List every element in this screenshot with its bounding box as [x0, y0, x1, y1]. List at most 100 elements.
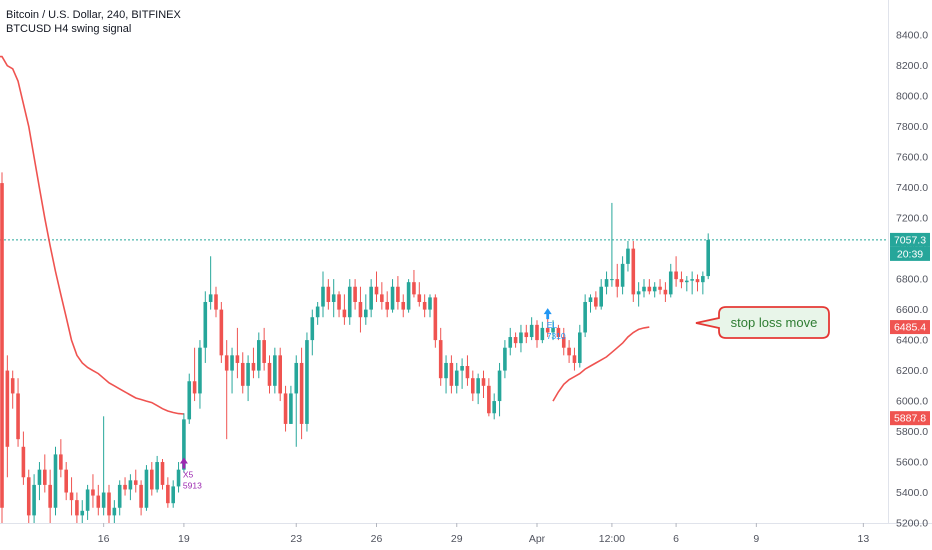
- candle-body: [658, 286, 662, 290]
- y-tick-label: 5600.0: [896, 457, 928, 469]
- candle-body: [615, 279, 620, 287]
- candle-body: [294, 362, 299, 394]
- candle-body: [454, 370, 459, 386]
- candle-body: [321, 286, 325, 307]
- stop-price-label: 6485.4: [894, 322, 926, 334]
- candle-body: [112, 507, 117, 516]
- candle-body: [21, 446, 26, 478]
- price-axis: 8400.0 8200.0 8000.0 7800.0 7600.0 7400.0 7200…: [896, 30, 928, 530]
- last-price-tag-bg: [890, 232, 930, 247]
- signal-arrow-icon: [543, 308, 552, 320]
- candle-body: [508, 337, 513, 348]
- candle-body: [91, 489, 95, 496]
- candle-body: [529, 324, 534, 338]
- candle-body: [107, 492, 111, 516]
- candles: [0, 172, 710, 523]
- x-tick-label: 26: [371, 533, 383, 545]
- indicator-title: BTCUSD H4 swing signal: [6, 23, 132, 35]
- candle-body: [561, 337, 566, 348]
- candle-body: [524, 332, 529, 338]
- signal-arrow-icon: [179, 457, 188, 469]
- candle-body: [551, 327, 555, 333]
- candle-body: [492, 401, 496, 414]
- candle-body: [331, 294, 336, 302]
- candle-body: [433, 297, 438, 341]
- candle-body: [353, 286, 357, 302]
- candle-body: [235, 355, 240, 363]
- candle-body: [69, 492, 74, 501]
- candle-body: [364, 309, 368, 318]
- candle-body: [32, 484, 36, 516]
- candle-body: [610, 279, 614, 281]
- candle-body: [26, 477, 31, 516]
- candle-body: [701, 276, 705, 283]
- candle-body: [48, 484, 52, 508]
- stop-loss-line: [0, 55, 184, 415]
- candle-body: [406, 282, 411, 310]
- candle-body: [342, 309, 347, 318]
- candle-body: [679, 279, 684, 283]
- callout-bubble: [695, 306, 830, 339]
- trailing-stop-line: [552, 326, 650, 402]
- candle-body: [706, 239, 710, 277]
- time-axis: 16 19 23 26 29 Apr 12:00 6 9 13: [98, 523, 869, 545]
- candle-body: [428, 297, 432, 310]
- candle-body: [278, 355, 282, 394]
- candle-body: [674, 271, 678, 280]
- candle-body: [385, 301, 389, 310]
- candle-body: [85, 489, 90, 511]
- candle-body: [5, 370, 10, 447]
- candle-body: [380, 294, 384, 302]
- candle-body: [631, 248, 636, 295]
- signal-label: EL: [547, 320, 558, 330]
- candle-body: [37, 469, 42, 485]
- y-tick-label: 7400.0: [896, 182, 928, 194]
- candle-body: [647, 286, 652, 292]
- y-tick-label: 8200.0: [896, 60, 928, 72]
- candle-body: [594, 297, 598, 307]
- x-tick-label: 29: [451, 533, 463, 545]
- candle-body: [567, 347, 571, 356]
- candle-body: [487, 385, 491, 414]
- candle-body: [101, 492, 106, 508]
- candle-body: [0, 183, 4, 508]
- candle-body: [471, 378, 475, 394]
- candle-body: [75, 500, 79, 516]
- candle-body: [599, 286, 603, 307]
- y-tick-label: 6800.0: [896, 274, 928, 286]
- candle-body: [556, 327, 561, 338]
- x-tick-label: 6: [673, 533, 679, 545]
- candle-body: [390, 286, 395, 310]
- candle-body: [182, 419, 186, 470]
- y-tick-label: 6400.0: [896, 335, 928, 347]
- candle-body: [572, 355, 577, 363]
- candle-body: [273, 355, 277, 386]
- candle-body: [133, 480, 138, 485]
- candle-body: [337, 294, 341, 310]
- candle-body: [160, 462, 165, 485]
- candle-body: [695, 279, 700, 283]
- candle-body: [369, 286, 373, 310]
- candle-body: [251, 362, 256, 371]
- y-tick-label: 7600.0: [896, 152, 928, 164]
- candle-body: [497, 370, 502, 402]
- candle-body: [10, 378, 15, 394]
- candle-body: [155, 462, 159, 490]
- candle-body: [401, 301, 406, 310]
- candle-body: [465, 366, 470, 379]
- candle-body: [64, 469, 68, 493]
- candle-body: [422, 301, 427, 310]
- candle-body: [240, 362, 245, 386]
- candle-body: [481, 378, 486, 386]
- candle-body: [166, 484, 170, 504]
- callout-text: stop loss move: [731, 315, 818, 330]
- candle-body: [358, 301, 363, 318]
- stop-price-tag: 6485.4: [890, 320, 930, 335]
- countdown-label: 20:39: [897, 248, 923, 260]
- candle-body: [315, 306, 320, 318]
- candle-body: [417, 294, 422, 302]
- candle-body: [208, 294, 213, 302]
- x-tick-label: 9: [753, 533, 759, 545]
